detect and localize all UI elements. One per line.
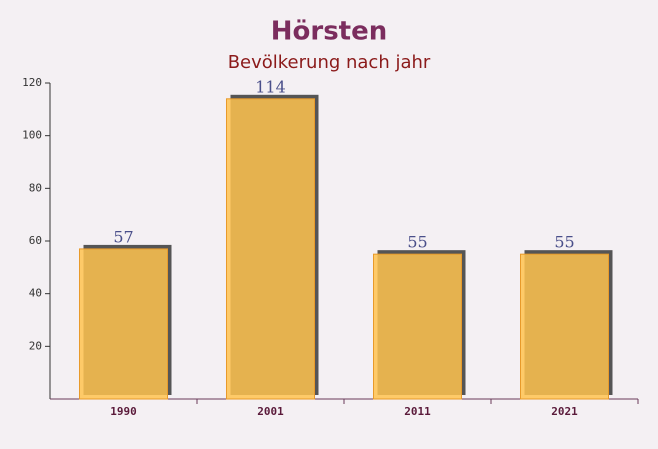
x-tick-label: 2001: [257, 405, 284, 418]
value-label: 55: [407, 233, 427, 252]
y-tick-label: 40: [29, 287, 42, 300]
bar: [226, 98, 315, 400]
y-tick-label: 80: [29, 181, 42, 194]
value-label: 57: [113, 227, 133, 246]
chart-title: Hörsten: [271, 17, 388, 47]
chart-subtitle: Bevölkerung nach jahr: [228, 52, 431, 73]
bar: [520, 253, 609, 400]
x-tick-label: 1990: [110, 405, 137, 418]
x-tick-label: 2021: [551, 405, 578, 418]
bar: [373, 253, 462, 400]
y-tick-label: 100: [22, 129, 42, 142]
y-tick-label: 60: [29, 234, 42, 247]
x-tick-label: 2011: [404, 405, 431, 418]
bar: [79, 248, 168, 400]
y-tick-label: 20: [29, 339, 42, 352]
y-tick-label: 120: [22, 76, 42, 89]
value-label: 55: [554, 233, 574, 252]
value-label: 114: [255, 77, 286, 96]
